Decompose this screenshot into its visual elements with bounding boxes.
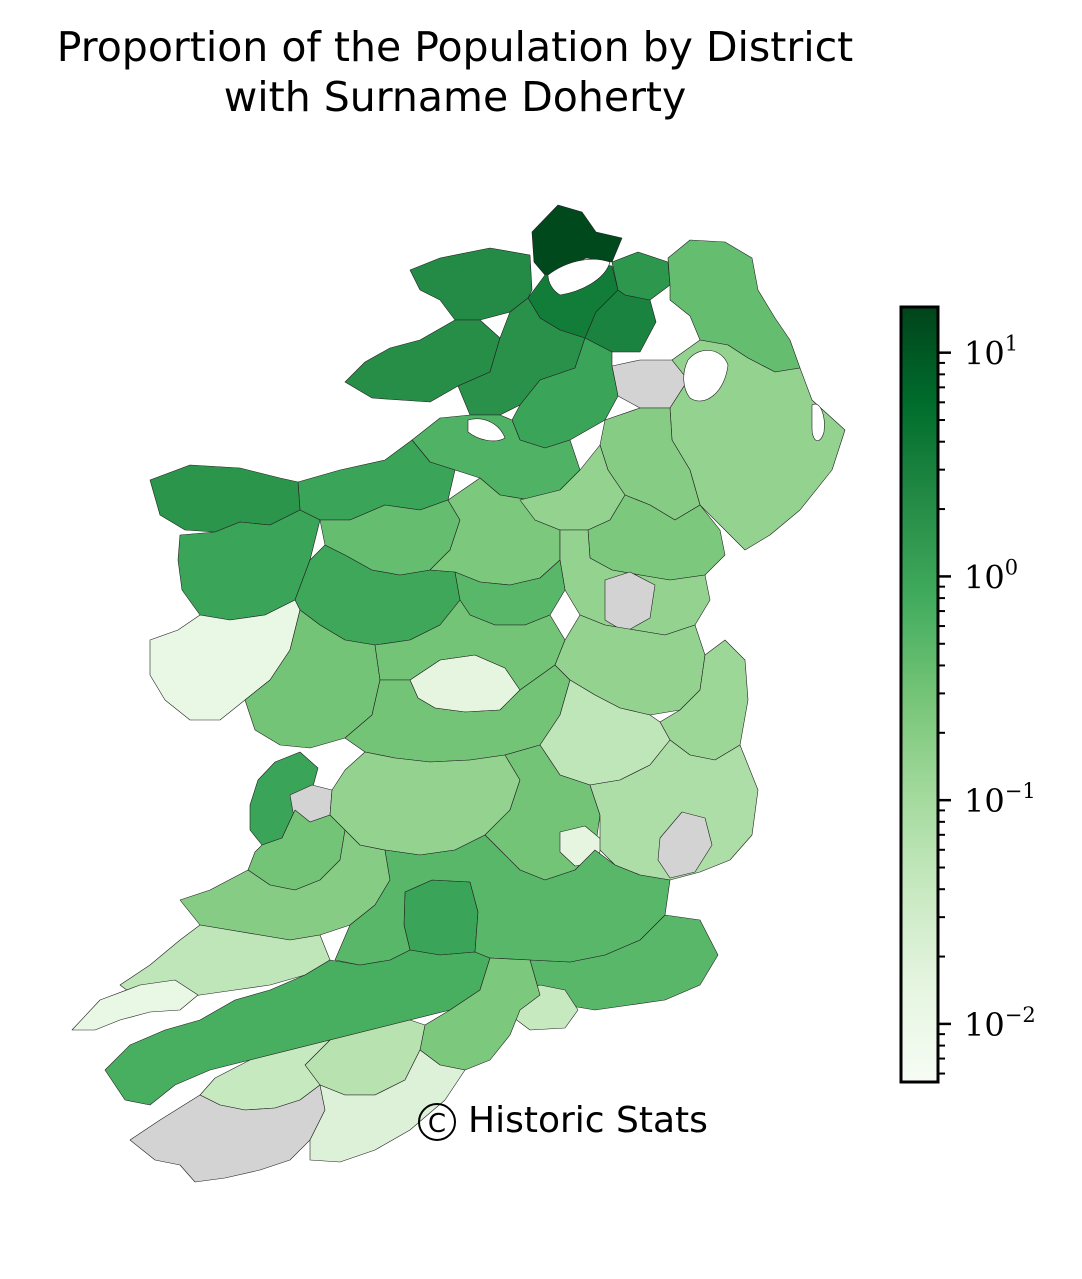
district-kinsale — [309, 1049, 466, 1163]
district-enniscorthy — [657, 811, 713, 879]
copyright-icon: C — [418, 1103, 456, 1141]
district-coleraine — [611, 251, 671, 301]
tick-base: 10 — [964, 558, 1005, 596]
credit: C Historic Stats — [418, 1100, 708, 1141]
map-title: Proportion of the Population by District… — [0, 22, 910, 122]
title-line-1: Proportion of the Population by District — [56, 23, 854, 71]
tick-exponent: 1 — [1005, 332, 1018, 356]
district-dublin — [604, 571, 656, 633]
tick-base: 10 — [964, 782, 1005, 820]
tick-base: 10 — [964, 1006, 1005, 1044]
district-wexford — [589, 739, 759, 881]
lough-neagh — [683, 350, 729, 402]
colorbar-tick-label: 10−2 — [964, 1003, 1036, 1044]
colorbar-gradient — [899, 305, 940, 1084]
district-donegal-south — [457, 297, 586, 416]
title-line-2: with Surname Doherty — [223, 73, 687, 121]
tick-base: 10 — [964, 335, 1005, 373]
district-fermanagh — [411, 414, 581, 501]
tick-exponent: 0 — [1005, 555, 1018, 579]
lough-foyle — [547, 259, 611, 296]
colorbar-tick-label: 100 — [964, 555, 1018, 596]
district-cork-north — [334, 834, 671, 966]
credit-text: Historic Stats — [468, 1100, 708, 1141]
loughs — [467, 259, 825, 442]
tick-exponent: −2 — [1005, 1003, 1036, 1027]
district-kerry-dingle — [71, 979, 199, 1031]
lough-erne — [467, 418, 506, 442]
colorbar-tick-label: 10−1 — [964, 779, 1036, 820]
colorbar-tick-label: 101 — [964, 332, 1018, 373]
strangford-lough — [811, 403, 825, 441]
tick-exponent: −1 — [1005, 779, 1036, 803]
